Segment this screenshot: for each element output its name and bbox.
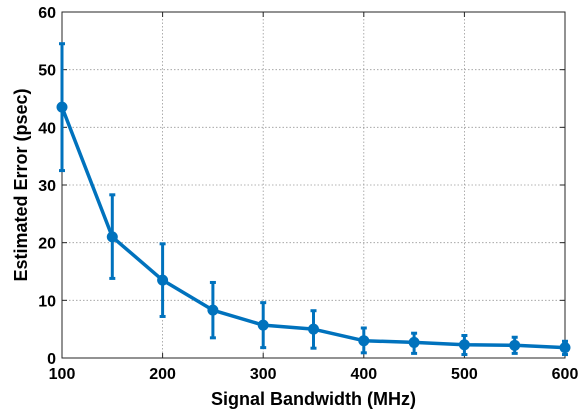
plot-background (62, 12, 565, 358)
y-axis-title: Estimated Error (psec) (11, 88, 31, 281)
data-point (106, 231, 118, 243)
tick-marks (61, 11, 566, 359)
data-point (157, 274, 169, 286)
data-point (56, 101, 68, 113)
y-tick-label: 40 (38, 120, 56, 137)
data-point (408, 336, 420, 348)
data-point (358, 335, 370, 347)
x-tick-labels: 100 200 300 400 500 600 (49, 366, 579, 383)
data-point (559, 342, 571, 354)
x-tick-label: 100 (49, 366, 76, 383)
series-markers (56, 101, 571, 354)
x-tick-label: 200 (149, 366, 176, 383)
data-point (308, 323, 319, 335)
y-tick-label: 20 (38, 236, 56, 253)
y-tick-label: 50 (38, 63, 56, 80)
x-tick-label: 400 (350, 366, 377, 383)
data-point (458, 339, 470, 351)
y-tick-label: 30 (38, 178, 56, 195)
y-tick-label: 60 (38, 5, 56, 22)
x-tick-label: 300 (250, 366, 277, 383)
x-tick-label: 500 (451, 366, 478, 383)
plot-area (56, 11, 571, 359)
data-point (207, 304, 219, 316)
x-axis-title: Signal Bandwidth (MHz) (211, 389, 416, 409)
data-point (509, 339, 521, 351)
data-point (257, 319, 269, 331)
y-tick-labels: 0 10 20 30 40 50 60 (38, 5, 56, 368)
y-tick-label: 10 (38, 293, 56, 310)
y-tick-label: 0 (47, 351, 56, 368)
x-tick-label: 600 (552, 366, 579, 383)
